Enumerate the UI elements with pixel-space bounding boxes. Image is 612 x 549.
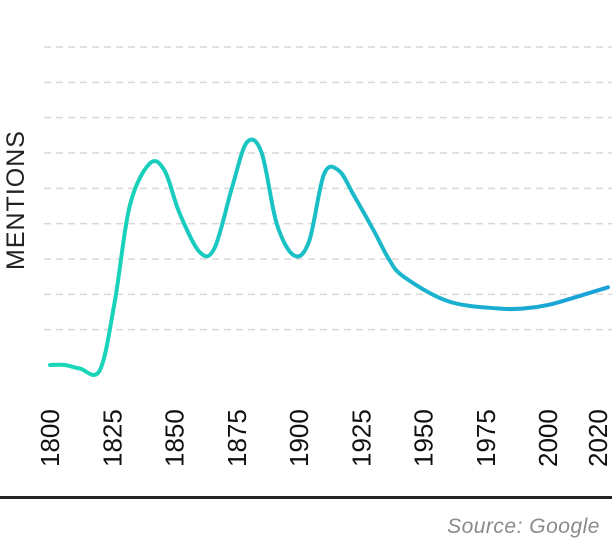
x-tick-label: 1900 bbox=[284, 409, 314, 467]
x-tick-label: 1975 bbox=[471, 409, 501, 467]
x-tick-label: 2000 bbox=[533, 409, 563, 467]
x-tick-label: 1800 bbox=[35, 409, 65, 467]
x-tick-label: 1950 bbox=[409, 409, 439, 467]
x-tick-label: 1825 bbox=[97, 409, 127, 467]
x-tick-label: 2020 bbox=[583, 409, 612, 467]
x-tick-label: 1850 bbox=[160, 409, 190, 467]
source-note: Source: Google bbox=[447, 515, 600, 538]
x-tick-label: 1875 bbox=[222, 409, 252, 467]
x-tick-label: 1925 bbox=[346, 409, 376, 467]
y-axis-label: MENTIONS bbox=[2, 130, 30, 270]
footer-divider bbox=[0, 496, 612, 499]
series-line-0 bbox=[48, 137, 610, 377]
